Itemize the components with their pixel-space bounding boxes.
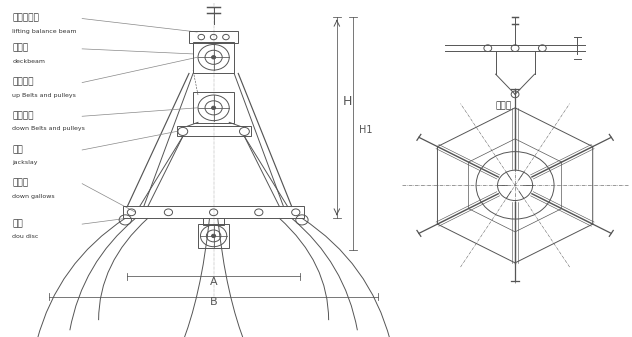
Text: deckbeam: deckbeam — [13, 59, 46, 64]
Text: lifting balance beam: lifting balance beam — [13, 29, 77, 34]
Text: H1: H1 — [360, 125, 373, 135]
Text: 下滑輪組: 下滑輪組 — [13, 111, 34, 120]
Text: 提升平衡梁: 提升平衡梁 — [13, 13, 39, 23]
Text: down Belts and pulleys: down Belts and pulleys — [13, 126, 85, 131]
Text: 擁杆: 擁杆 — [13, 145, 23, 154]
Text: B: B — [210, 297, 217, 307]
Bar — [177, 126, 250, 136]
Text: up Belts and pulleys: up Belts and pulleys — [13, 93, 76, 98]
Bar — [123, 206, 304, 218]
Bar — [189, 31, 238, 43]
Text: 斗齒: 斗齒 — [13, 219, 23, 228]
Circle shape — [212, 106, 216, 110]
Text: 平衡架: 平衡架 — [495, 101, 511, 110]
Bar — [204, 218, 224, 225]
Text: 上滑輪組: 上滑輪組 — [13, 78, 34, 87]
Text: 上承梁: 上承梁 — [13, 44, 28, 53]
Text: down gallows: down gallows — [13, 194, 55, 199]
Bar — [193, 42, 234, 73]
Text: A: A — [210, 277, 217, 287]
Text: jackslay: jackslay — [13, 160, 38, 165]
Bar — [193, 92, 234, 123]
Circle shape — [212, 234, 216, 238]
Circle shape — [212, 56, 216, 59]
Text: H: H — [343, 95, 353, 108]
Bar — [198, 224, 229, 248]
Text: 下承梁: 下承梁 — [13, 179, 28, 188]
Text: dou disc: dou disc — [13, 234, 39, 239]
